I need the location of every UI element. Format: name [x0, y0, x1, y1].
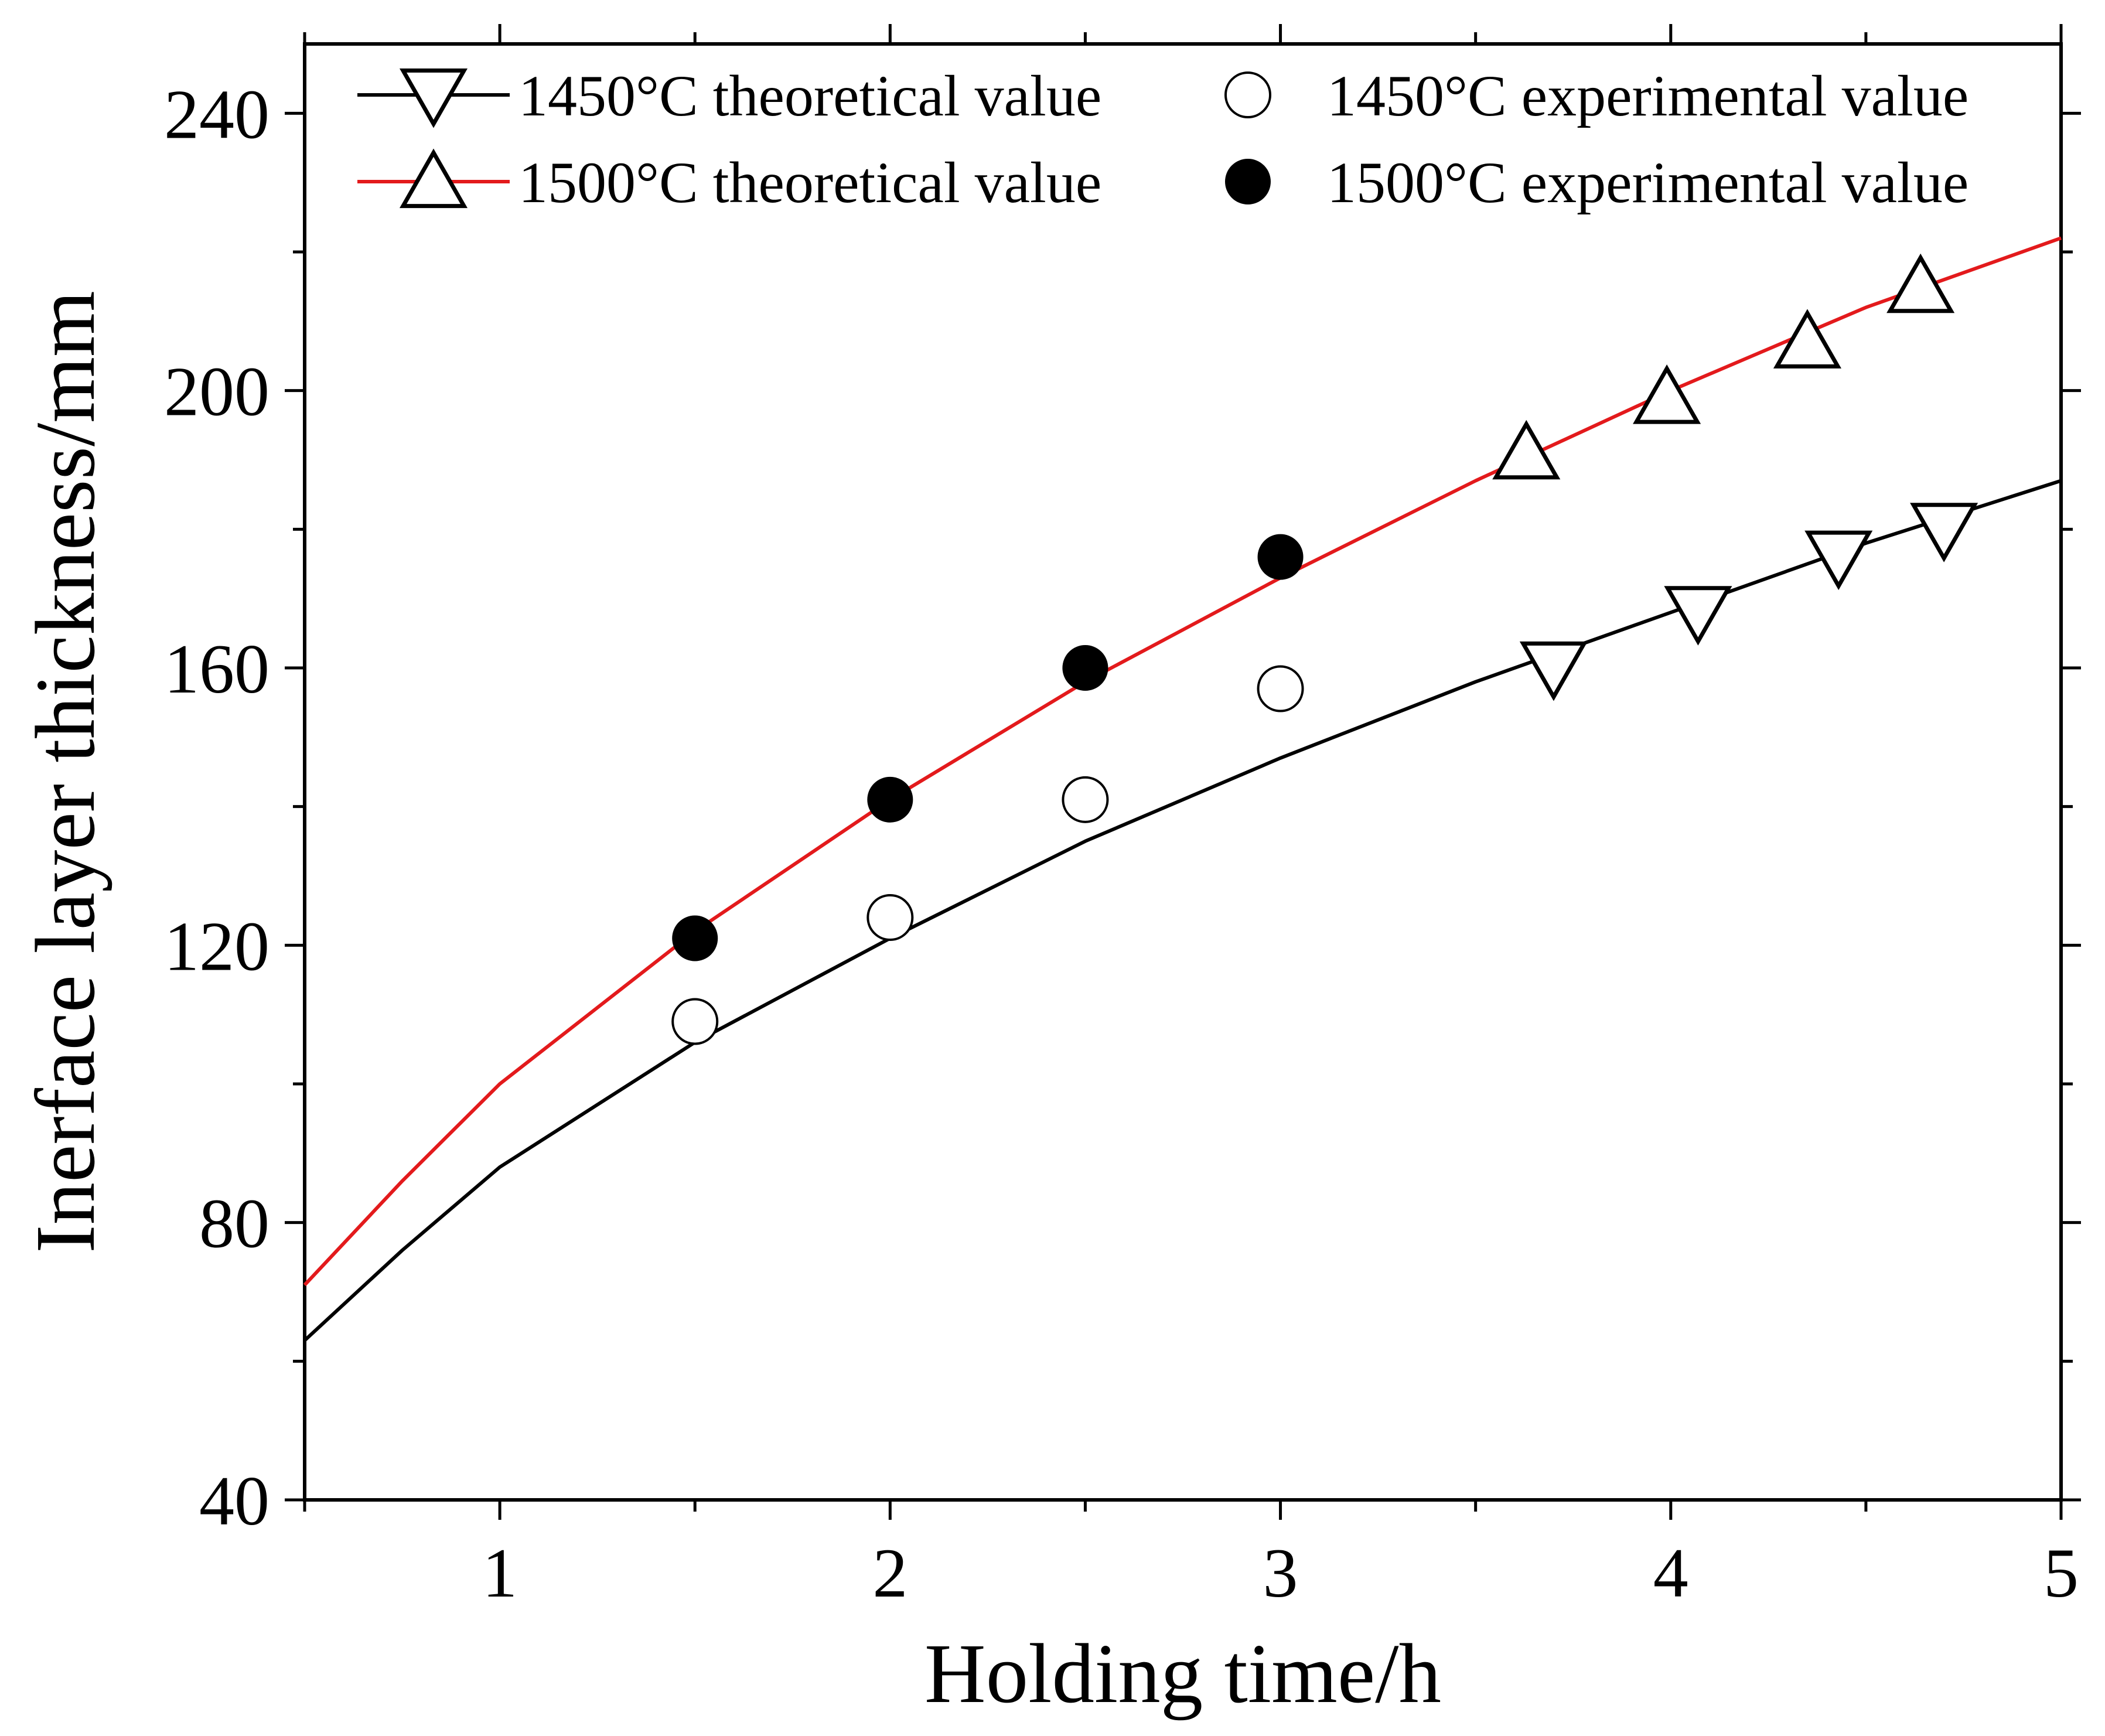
x-tick-label: 2 — [872, 1534, 907, 1612]
legend-marker-filled-circle — [1225, 159, 1271, 204]
marker-triangle-down — [1664, 586, 1732, 646]
series-line-1500-theoretical — [303, 236, 2062, 1287]
data-point-filled — [1257, 534, 1304, 580]
series-1500-experimental — [672, 534, 1304, 961]
x-tick-label: 5 — [2043, 1534, 2079, 1612]
legend-marker-triangle-down — [399, 68, 468, 128]
series-layer — [303, 236, 2062, 1342]
marker-triangle-down — [1910, 503, 1978, 562]
y-tick-label: 240 — [164, 75, 269, 153]
x-tick-label: 1 — [482, 1534, 517, 1612]
data-point-open — [671, 998, 719, 1045]
x-axis-title: Holding time/h — [924, 1627, 1441, 1721]
series-line-1450-theoretical — [303, 479, 2062, 1342]
legend-entry: 1450°C experimental value — [1224, 63, 1968, 128]
x-tick-label: 3 — [1263, 1534, 1298, 1612]
series-1500-theoretical — [303, 236, 2062, 1287]
data-point-filled — [1062, 645, 1108, 691]
data-point-open — [866, 894, 914, 941]
legend-marker-open-circle — [1224, 71, 1271, 118]
legend-label: 1500°C experimental value — [1327, 150, 1968, 215]
plot-frame — [303, 42, 2063, 1502]
marker-triangle-up — [1633, 364, 1701, 424]
axes-group: 1 2 3 4 5 40 80 120 160 200 240 Holding time/h Inerf… — [19, 24, 2081, 1721]
legend-label: 1450°C experimental value — [1327, 63, 1968, 128]
legend-marker-triangle-up — [399, 148, 468, 209]
legend-entry: 1500°C experimental value — [1225, 150, 1968, 215]
series-1450-theoretical — [303, 479, 2062, 1342]
legend-label: 1500°C theoretical value — [518, 150, 1101, 215]
marker-triangle-up — [1773, 309, 1841, 369]
marker-triangle-up — [1886, 253, 1955, 313]
legend-entry: 1500°C theoretical value — [357, 148, 1101, 215]
data-point-filled — [672, 915, 718, 961]
series-1450-experimental — [671, 665, 1304, 1045]
x-tick-label: 4 — [1653, 1534, 1688, 1612]
marker-triangle-down — [1519, 641, 1588, 701]
marker-triangle-up — [1492, 419, 1561, 480]
y-tick-label: 160 — [164, 630, 269, 708]
legend: 1450°C theoretical value 1450°C experimen… — [357, 63, 1968, 215]
data-point-open — [1062, 776, 1109, 823]
data-point-open — [1257, 665, 1304, 712]
y-axis-title: Inerface layer thickness/mm — [19, 291, 112, 1253]
marker-triangle-down — [1804, 530, 1873, 591]
y-tick-label: 200 — [164, 353, 269, 431]
data-point-filled — [867, 776, 913, 823]
y-tick-label: 40 — [199, 1462, 269, 1540]
y-tick-label: 120 — [164, 907, 269, 985]
legend-entry: 1450°C theoretical value — [357, 63, 1101, 128]
y-tick-label: 80 — [199, 1185, 269, 1263]
legend-label: 1450°C theoretical value — [518, 63, 1101, 128]
